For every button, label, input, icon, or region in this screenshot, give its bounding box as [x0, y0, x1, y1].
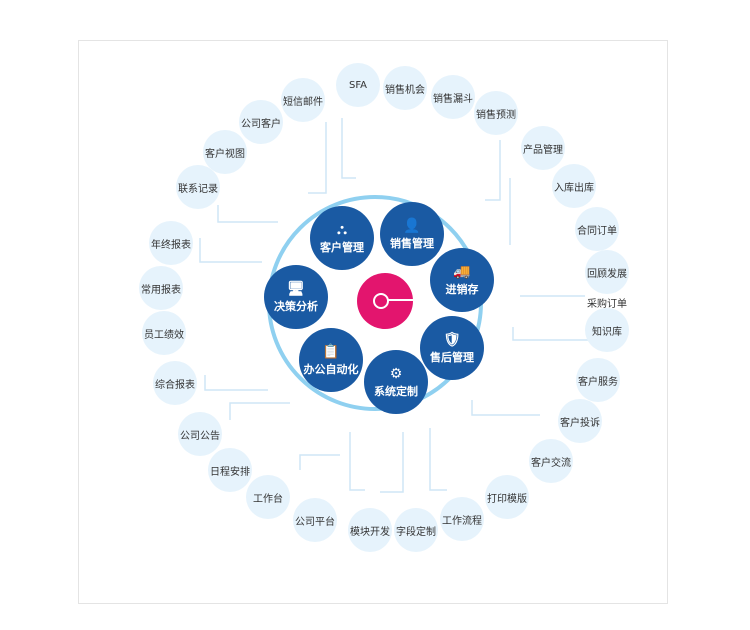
feature-label: SFA	[348, 79, 368, 91]
feature-label: 入库出库	[554, 182, 594, 194]
feature-bubble: 日程安排	[208, 448, 252, 492]
feature-label: 知识库	[592, 326, 622, 338]
feature-label: 日程安排	[210, 466, 250, 478]
feature-label: 客户视图	[205, 148, 245, 160]
connector-line	[308, 122, 327, 194]
feature-bubble: 打印模版	[485, 475, 529, 519]
feature-bubble: 销售漏斗	[431, 75, 475, 119]
feature-label: 采购订单	[587, 298, 627, 310]
user-dollar-icon: 👤	[403, 217, 421, 234]
feature-bubble: 销售机会	[383, 66, 427, 110]
gear-icon: ⚙	[389, 365, 403, 382]
feature-bubble: 采购订单	[585, 280, 629, 324]
feature-bubble: 公司公告	[178, 412, 222, 456]
feature-label: 短信邮件	[283, 96, 323, 108]
feature-bubble: 客户服务	[576, 358, 620, 402]
feature-label: 销售漏斗	[433, 93, 473, 105]
feature-label: 销售预测	[476, 109, 516, 121]
feature-label: 公司公告	[180, 430, 220, 442]
feature-bubble: 工作流程	[440, 497, 484, 541]
feature-label: 公司平台	[295, 516, 335, 528]
hub-logo-icon	[357, 273, 413, 329]
connector-line	[341, 118, 356, 179]
feature-label: 回顾发展	[587, 268, 627, 280]
module-4[interactable]: ⚙ 系统定制	[364, 350, 428, 414]
feature-bubble: 合同订单	[575, 207, 619, 251]
module-label: 售后管理	[430, 350, 474, 364]
feature-bubble: 公司客户	[239, 100, 283, 144]
module-label: 客户管理	[320, 240, 364, 254]
feature-bubble: 知识库	[585, 308, 629, 352]
shield-person-icon: 🛡	[443, 331, 461, 348]
feature-bubble: SFA	[336, 63, 380, 107]
connector-line	[217, 205, 278, 223]
module-label: 系统定制	[374, 384, 418, 398]
module-label: 办公自动化	[303, 362, 359, 376]
connector-line	[199, 238, 262, 263]
feature-label: 客户交流	[531, 457, 571, 469]
connector-line	[299, 454, 340, 470]
module-5[interactable]: 📋 办公自动化	[299, 328, 363, 392]
feature-label: 工作台	[253, 493, 283, 505]
feature-label: 模块开发	[350, 526, 390, 538]
feature-bubble: 综合报表	[153, 361, 197, 405]
feature-bubble: 短信邮件	[281, 78, 325, 122]
connector-line	[204, 375, 268, 391]
module-6[interactable]: 🖥 决策分析	[264, 265, 328, 329]
clipboard-check-icon: 📋	[322, 343, 340, 360]
feature-label: 合同订单	[577, 225, 617, 237]
feature-bubble: 入库出库	[552, 164, 596, 208]
feature-bubble: 公司平台	[293, 498, 337, 542]
feature-bubble: 字段定制	[394, 508, 438, 552]
module-3[interactable]: 🛡 售后管理	[420, 316, 484, 380]
module-1[interactable]: 👤 销售管理	[380, 202, 444, 266]
feature-label: 产品管理	[523, 144, 563, 156]
presentation-icon: 🖥	[287, 280, 305, 297]
connector-line	[512, 327, 588, 341]
feature-bubble: 常用报表	[139, 266, 183, 310]
feature-label: 公司客户	[241, 118, 281, 130]
feature-label: 打印模版	[487, 493, 527, 505]
connector-line	[229, 402, 290, 420]
feature-label: 客户服务	[578, 376, 618, 388]
connector-line	[349, 432, 365, 491]
feature-bubble: 工作台	[246, 475, 290, 519]
feature-bubble: 客户视图	[203, 130, 247, 174]
feature-label: 字段定制	[396, 526, 436, 538]
org-chart-icon: ⛬	[337, 221, 347, 238]
truck-icon: 🚚	[453, 263, 471, 280]
module-label: 销售管理	[390, 236, 434, 250]
module-label: 进销存	[445, 282, 479, 296]
feature-label: 员工绩效	[144, 329, 184, 341]
feature-label: 客户投诉	[560, 417, 600, 429]
feature-bubble: 客户交流	[529, 439, 573, 483]
feature-label: 常用报表	[141, 284, 181, 296]
connector-line	[471, 400, 540, 416]
feature-label: 联系记录	[178, 183, 218, 195]
feature-label: 工作流程	[442, 515, 482, 527]
feature-bubble: 回顾发展	[585, 250, 629, 294]
diagram-frame	[78, 40, 668, 604]
connector-line	[429, 428, 447, 491]
feature-label: 年终报表	[151, 239, 191, 251]
feature-bubble: 模块开发	[348, 508, 392, 552]
connector-line	[380, 432, 404, 493]
feature-bubble: 销售预测	[474, 91, 518, 135]
feature-bubble: 客户投诉	[558, 399, 602, 443]
feature-bubble: 产品管理	[521, 126, 565, 170]
feature-label: 销售机会	[385, 84, 425, 96]
connector-line	[485, 140, 501, 201]
feature-label: 综合报表	[155, 379, 195, 391]
module-label: 决策分析	[274, 299, 318, 313]
feature-bubble: 年终报表	[149, 221, 193, 265]
module-2[interactable]: 🚚 进销存	[430, 248, 494, 312]
feature-bubble: 员工绩效	[142, 311, 186, 355]
feature-bubble: 联系记录	[176, 165, 220, 209]
module-0[interactable]: ⛬ 客户管理	[310, 206, 374, 270]
